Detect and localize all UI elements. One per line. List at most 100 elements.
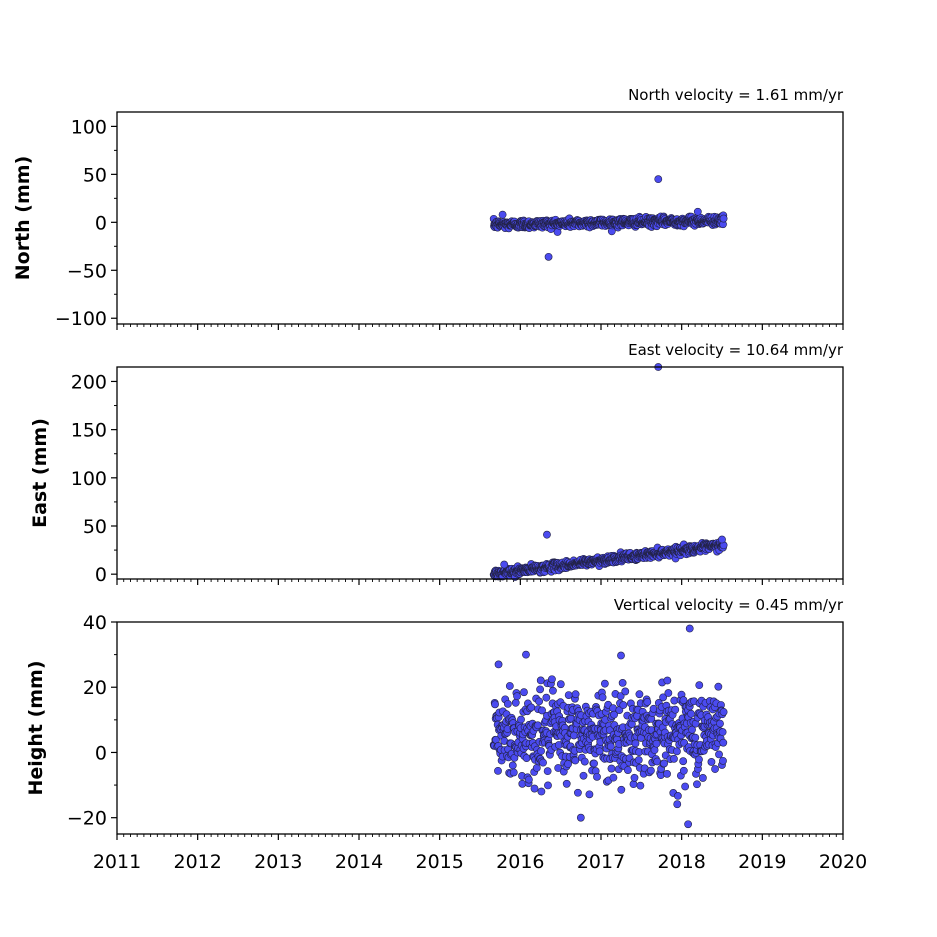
height-data-point	[663, 769, 671, 778]
height-data-points	[489, 624, 728, 829]
east-data-points	[489, 363, 728, 581]
east-ytick-label: 200	[71, 371, 107, 393]
height-data-point	[691, 733, 700, 742]
height-data-point	[571, 690, 580, 699]
height-data-point	[715, 750, 723, 759]
x-tick-label: 2017	[577, 851, 625, 873]
height-data-point	[505, 682, 514, 690]
height-data-point	[681, 782, 690, 791]
height-data-point	[538, 706, 546, 715]
height-data-point	[593, 772, 601, 781]
north-axis-ticks: −100 −50 0 50 100	[55, 116, 844, 330]
height-data-point	[629, 780, 638, 789]
height-data-point	[679, 766, 688, 775]
height-data-point	[533, 721, 542, 730]
east-panel: East velocity = 10.64 mm/yr East (mm) 0 5…	[29, 341, 844, 586]
east-outlier-point	[718, 535, 726, 544]
east-outlier-point	[543, 530, 551, 539]
height-data-point	[548, 675, 556, 684]
height-data-point	[635, 690, 644, 699]
height-data-point	[616, 692, 625, 701]
north-plot-frame	[116, 111, 844, 325]
height-data-point	[580, 757, 589, 766]
east-axis-ticks: 0 50 100 150 200	[71, 371, 844, 586]
height-data-point	[647, 766, 655, 775]
height-data-point	[549, 686, 557, 695]
height-outlier-point	[522, 650, 530, 659]
height-data-point	[606, 742, 615, 751]
height-data-point	[619, 701, 628, 709]
height-ytick-label: 40	[83, 612, 107, 634]
height-data-point	[695, 755, 703, 764]
height-plot-frame	[116, 621, 844, 835]
height-data-point	[607, 764, 616, 773]
height-data-point	[585, 790, 594, 799]
east-velocity-title: East velocity = 10.64 mm/yr	[628, 341, 844, 359]
height-data-point	[617, 785, 626, 794]
height-data-point	[698, 774, 707, 782]
height-data-point	[537, 747, 545, 755]
north-ytick-label: −50	[67, 260, 107, 282]
height-data-point	[695, 681, 704, 690]
north-outlier-point	[544, 252, 553, 261]
height-data-point	[595, 747, 604, 756]
height-data-point	[530, 784, 539, 793]
height-velocity-title: Vertical velocity = 0.45 mm/yr	[614, 596, 844, 614]
height-data-point	[513, 692, 521, 701]
x-tick-label: 2018	[657, 851, 705, 873]
height-data-point	[643, 698, 652, 706]
height-data-point	[598, 693, 607, 702]
height-data-point	[652, 739, 661, 748]
height-data-point	[556, 680, 565, 689]
north-data-points	[489, 175, 728, 261]
height-data-point	[511, 698, 520, 707]
height-data-point	[564, 760, 572, 768]
height-data-point	[679, 757, 688, 766]
east-ytick-label: 150	[71, 420, 107, 442]
height-data-point	[571, 756, 580, 765]
north-ytick-label: 100	[71, 116, 107, 138]
east-outlier-point	[500, 560, 509, 569]
height-data-point	[508, 761, 517, 770]
height-data-point	[536, 676, 545, 685]
height-data-point	[525, 775, 533, 784]
height-outlier-point	[494, 660, 503, 669]
height-data-point	[600, 679, 609, 688]
height-data-point	[663, 676, 672, 685]
x-tick-label: 2011	[93, 851, 141, 873]
height-data-point	[673, 747, 681, 756]
height-data-point	[610, 710, 618, 719]
height-data-point	[536, 685, 544, 694]
north-ytick-label: 50	[83, 164, 107, 186]
height-data-point	[517, 715, 525, 724]
east-ytick-label: 0	[95, 564, 107, 586]
height-data-point	[707, 758, 716, 766]
north-axis-label: North (mm)	[12, 156, 34, 281]
height-data-point	[630, 773, 639, 782]
height-data-point	[532, 763, 541, 772]
height-outlier-point	[576, 813, 585, 822]
east-ytick-label: 50	[83, 516, 107, 538]
x-axis-tick-labels: 2011 2012 2013 2014 2015 2016 2017 2018 2019 2020	[93, 851, 867, 873]
north-outlier-point	[693, 207, 702, 216]
north-panel: North velocity = 1.61 mm/yr North (mm) −…	[12, 86, 844, 330]
height-data-point	[673, 800, 682, 809]
height-data-point	[636, 781, 645, 790]
height-outlier-point	[684, 820, 693, 829]
height-data-point	[719, 738, 728, 747]
height-data-point	[503, 699, 512, 708]
north-data-point	[719, 214, 728, 223]
x-tick-label: 2014	[335, 851, 383, 873]
height-data-point	[543, 767, 552, 776]
height-data-point	[693, 780, 701, 789]
height-data-point	[494, 766, 502, 775]
height-ytick-label: 0	[95, 742, 107, 764]
height-data-point	[535, 697, 543, 706]
height-data-point	[554, 764, 563, 772]
height-data-point	[537, 787, 546, 796]
height-data-point	[671, 705, 680, 714]
height-outlier-point	[685, 624, 694, 633]
x-tick-label: 2020	[819, 851, 867, 873]
height-data-point	[621, 687, 630, 696]
height-data-point	[527, 703, 536, 712]
